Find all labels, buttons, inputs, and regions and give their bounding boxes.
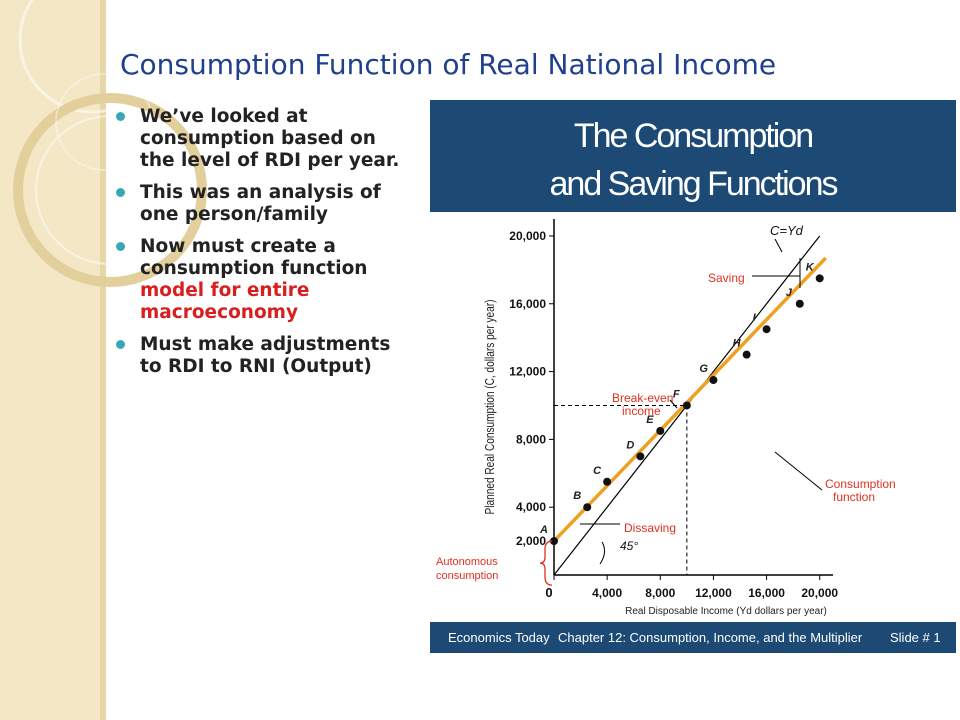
data-point [583, 503, 592, 512]
y-tick-label: 20,000 [509, 229, 546, 243]
autonomous-label-line1: Autonomous [436, 556, 498, 568]
point-label: C [593, 465, 602, 477]
x-tick-label: 16,000 [748, 586, 785, 600]
figure-footer: Economics Today Chapter 12: Consumption,… [430, 622, 956, 653]
bullet-dot-icon [116, 112, 125, 121]
figure-header: The Consumption and Saving Functions [430, 100, 956, 212]
y-tick-label: 12,000 [509, 365, 546, 379]
forty-five-degree-label: 45° [620, 539, 638, 553]
dissaving-label: Dissaving [624, 521, 676, 535]
x-tick-label: 12,000 [695, 586, 732, 600]
footer-slide-number: Slide # 1 [890, 630, 941, 645]
bullet-item: Must make adjustments to RDI to RNI (Out… [112, 334, 404, 378]
footer-book-title: Economics Today [448, 630, 550, 645]
x-axis-label: Real Disposable Income (Yd dollars per y… [625, 606, 827, 617]
bullet-dot-icon [116, 188, 125, 197]
data-point [795, 299, 804, 308]
figure-panel: The Consumption and Saving Functions Pla… [430, 100, 956, 653]
autonomous-label-line2: consumption [436, 570, 498, 582]
bullet-text: Must make adjustments to RDI to RNI (Out… [140, 334, 391, 377]
decorative-rings [13, 0, 207, 287]
x-tick-label: 0 [545, 585, 552, 600]
figure-title-line1: The Consumption [573, 117, 814, 155]
bullet-dot-icon [116, 340, 125, 349]
point-label: A [539, 524, 548, 536]
y-tick-label: 8,000 [516, 432, 546, 446]
saving-label: Saving [708, 271, 745, 285]
bullet-item: We’ve looked at consumption based on the… [112, 106, 404, 172]
y-axis-label-line1: Planned Real Consumption (C, dollars per… [482, 300, 497, 515]
consumption-function-line [552, 256, 827, 543]
point-label: H [733, 338, 742, 350]
bullet-dot-icon [116, 242, 125, 251]
bullet-text: Now must create a consumption function [140, 236, 368, 279]
break-even-label-line1: Break-even [612, 391, 673, 405]
y-tick-label: 2,000 [516, 534, 546, 548]
y-tick-label: 4,000 [516, 500, 546, 514]
point-label: K [806, 261, 815, 273]
x-tick-label: 8,000 [645, 586, 675, 600]
point-label: G [699, 363, 708, 375]
bullet-list: We’ve looked at consumption based on the… [112, 106, 404, 388]
point-label: B [573, 490, 581, 502]
data-point [656, 426, 665, 435]
consumption-function-label-line1: Consumption [825, 477, 896, 491]
x-tick-label: 20,000 [801, 586, 838, 600]
consumption-function-leader [774, 451, 823, 491]
consumption-function-label-line2: function [833, 490, 875, 504]
consumption-chart: Planned Real Consumption (C, dollars per… [436, 219, 896, 617]
bullet-item: This was an analysis of one person/famil… [112, 182, 404, 226]
point-label: F [673, 388, 680, 400]
data-point [709, 376, 718, 385]
data-point [603, 477, 612, 486]
autonomous-brace [539, 540, 553, 586]
x-tick-label: 4,000 [592, 586, 622, 600]
figure-title: The Consumption and Saving Functions [430, 112, 956, 208]
forty-five-degree-arc [599, 541, 606, 565]
bullet-text: This was an analysis of one person/famil… [140, 182, 381, 225]
point-label: E [646, 414, 654, 426]
break-even-label-line2: income [622, 404, 661, 418]
figure-title-line2: and Saving Functions [549, 165, 839, 203]
break-even-leader [669, 399, 678, 409]
slide-title: Consumption Function of Real National In… [120, 48, 777, 81]
c-equals-yd-label: C=Yd [770, 223, 804, 238]
data-point [742, 350, 751, 359]
data-point [682, 401, 691, 410]
point-label: D [626, 439, 634, 451]
point-label: I [753, 312, 757, 324]
footer-chapter: Chapter 12: Consumption, Income, and the… [558, 630, 863, 645]
c-equals-yd-leader [774, 238, 783, 253]
data-point [550, 537, 558, 546]
bullet-text: We’ve looked at consumption based on the… [140, 106, 400, 171]
y-tick-label: 16,000 [509, 297, 546, 311]
data-point [636, 452, 645, 461]
bullet-item: Now must create a consumption function m… [112, 236, 404, 324]
bullet-highlight-text: model for entire macroeconomy [140, 280, 310, 323]
data-point [815, 274, 824, 283]
data-point [762, 325, 771, 334]
point-label: J [786, 287, 793, 299]
